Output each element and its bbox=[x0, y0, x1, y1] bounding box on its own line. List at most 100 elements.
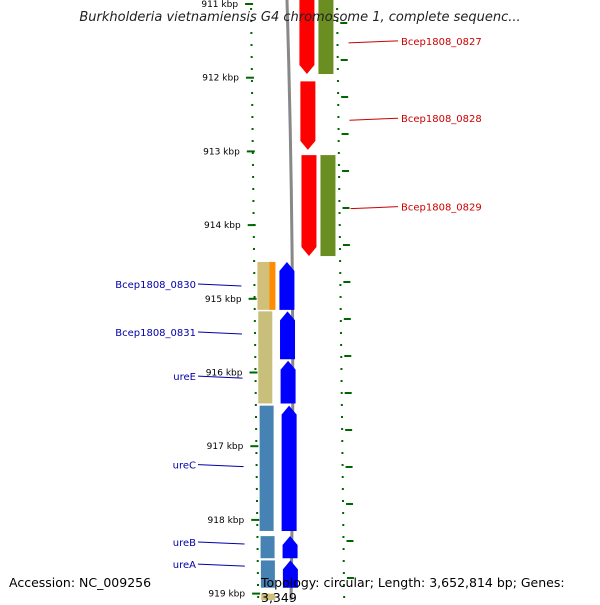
gene-label-leader bbox=[350, 206, 399, 210]
ruler-dot-outer bbox=[336, 44, 339, 46]
kbp-tick-label: 915 kbp bbox=[205, 295, 242, 305]
ruler-dot-inner bbox=[250, 44, 253, 46]
kbp-tick-label: 911 kbp bbox=[201, 0, 238, 10]
kbp-tick bbox=[247, 224, 256, 227]
kbp-tick-label: 919 kbp bbox=[208, 590, 245, 600]
ruler-dot-inner bbox=[257, 596, 260, 598]
ruler-dot-outer bbox=[340, 368, 343, 370]
orf-marker bbox=[269, 261, 276, 310]
ruler-dot-inner bbox=[253, 320, 256, 322]
ruler-dot-outer bbox=[336, 32, 339, 34]
ruler-dot-outer bbox=[337, 116, 340, 118]
ruler-dot-inner bbox=[250, 68, 253, 70]
ruler-dot-outer bbox=[337, 104, 340, 106]
feature-layer bbox=[257, 0, 336, 600]
ruler-dot-outer bbox=[340, 344, 343, 346]
gene-label-leader bbox=[349, 117, 399, 121]
kbp-tick bbox=[245, 76, 254, 79]
reverse-cds-block bbox=[258, 311, 273, 404]
ruler-dot-inner bbox=[252, 200, 255, 202]
ruler-dot-outer bbox=[340, 392, 343, 394]
gene-label-reverse: ureC bbox=[173, 461, 196, 472]
ruler-tick-outer bbox=[345, 429, 353, 431]
ruler-dot-inner bbox=[255, 464, 258, 466]
ruler-dot-inner bbox=[256, 536, 259, 538]
ruler-dot-inner bbox=[254, 416, 257, 418]
ruler-dot-inner bbox=[250, 20, 253, 22]
ruler-dot-inner bbox=[253, 332, 256, 334]
kbp-tick bbox=[245, 3, 254, 5]
reverse-cds-block bbox=[259, 405, 274, 531]
ruler-tick-outer bbox=[340, 59, 348, 61]
ruler-tick-outer bbox=[343, 281, 351, 283]
reverse-cds-block bbox=[260, 560, 275, 588]
ruler-tick-outer bbox=[344, 392, 352, 394]
ruler-dot-inner bbox=[250, 56, 253, 58]
gene-label-leader bbox=[197, 541, 245, 545]
ruler-dot-outer bbox=[339, 296, 342, 298]
ruler-tick-outer bbox=[342, 244, 350, 246]
ruler-dot-inner bbox=[255, 452, 258, 454]
kbp-tick-label: 912 kbp bbox=[202, 74, 239, 84]
ruler-dot-inner bbox=[255, 476, 258, 478]
ruler-dot-inner bbox=[254, 404, 257, 406]
gene-label-reverse: ureB bbox=[173, 538, 196, 549]
ruler-dot-outer bbox=[343, 584, 346, 586]
label-layer: Bcep1808_0827 Bcep1808_0828 Bcep1808_0829 B… bbox=[115, 37, 482, 571]
forward-gene-arrow bbox=[300, 81, 316, 150]
accession-text: Accession: NC_009256 bbox=[9, 575, 152, 590]
ruler-dot-inner bbox=[251, 152, 254, 154]
ruler-dot-inner bbox=[252, 188, 255, 190]
ruler-dot-inner bbox=[254, 368, 257, 370]
ruler-dot-outer bbox=[342, 536, 345, 538]
ruler-dot-inner bbox=[250, 32, 253, 34]
ruler-dot-inner bbox=[252, 176, 255, 178]
ruler-dot-outer bbox=[341, 452, 344, 454]
topology-summary: Topology: circular; Length: 3,652,814 bp… bbox=[261, 575, 565, 605]
ruler-tick-outer bbox=[341, 96, 349, 98]
ruler-dot-inner bbox=[256, 524, 259, 526]
ruler-tick-outer bbox=[341, 133, 349, 135]
gene-label-leader bbox=[197, 331, 243, 335]
ruler-dot-outer bbox=[339, 284, 342, 286]
ruler-tick-outer bbox=[346, 577, 354, 579]
tick-layer: 911 kbp 912 kbp 913 kbp 914 kbp 915 kbp 916 k… bbox=[201, 0, 354, 600]
ruler-dot-outer bbox=[342, 548, 345, 550]
gene-label-leader bbox=[197, 283, 242, 287]
reverse-gene-arrow bbox=[282, 536, 298, 559]
ruler-dot-outer bbox=[340, 356, 343, 358]
ruler-dot-outer bbox=[337, 140, 340, 142]
ruler-dot-outer bbox=[340, 416, 343, 418]
kbp-tick bbox=[246, 150, 255, 153]
ruler-dot-outer bbox=[339, 260, 342, 262]
ruler-dot-outer bbox=[340, 380, 343, 382]
ruler-dot-outer bbox=[339, 272, 342, 274]
reverse-cds-block bbox=[260, 536, 275, 559]
ruler-dot-inner bbox=[255, 428, 258, 430]
reverse-gene-arrow bbox=[282, 560, 298, 588]
ruler-dot-inner bbox=[254, 356, 257, 358]
ruler-dot-outer bbox=[341, 428, 344, 430]
gene-label-reverse: Bcep1808_0831 bbox=[115, 328, 196, 339]
gene-label-leader bbox=[348, 40, 399, 44]
map-title: Burkholderia vietnamiensis G4 chromosome… bbox=[79, 10, 521, 25]
ruler-dot-inner bbox=[253, 308, 256, 310]
ruler-dot-outer bbox=[341, 476, 344, 478]
ruler-dot-outer bbox=[342, 524, 345, 526]
reverse-cds-block bbox=[257, 261, 272, 310]
ruler-dot-inner bbox=[256, 500, 258, 502]
kbp-tick bbox=[252, 592, 261, 595]
ruler-dot-inner bbox=[251, 164, 254, 166]
ruler-dot-inner bbox=[253, 284, 256, 286]
gene-label-leader bbox=[197, 464, 244, 468]
ruler-dot-inner bbox=[253, 272, 256, 274]
ruler-dot-inner bbox=[256, 572, 259, 574]
ruler-dot-outer bbox=[337, 152, 340, 154]
ruler-dot-outer bbox=[339, 332, 342, 334]
ruler-dot-outer bbox=[338, 224, 341, 226]
gene-label-reverse: ureA bbox=[173, 560, 196, 571]
ruler-dot-inner bbox=[257, 584, 260, 586]
ruler-dot-inner bbox=[254, 380, 257, 382]
kbp-tick-label: 913 kbp bbox=[203, 147, 240, 157]
